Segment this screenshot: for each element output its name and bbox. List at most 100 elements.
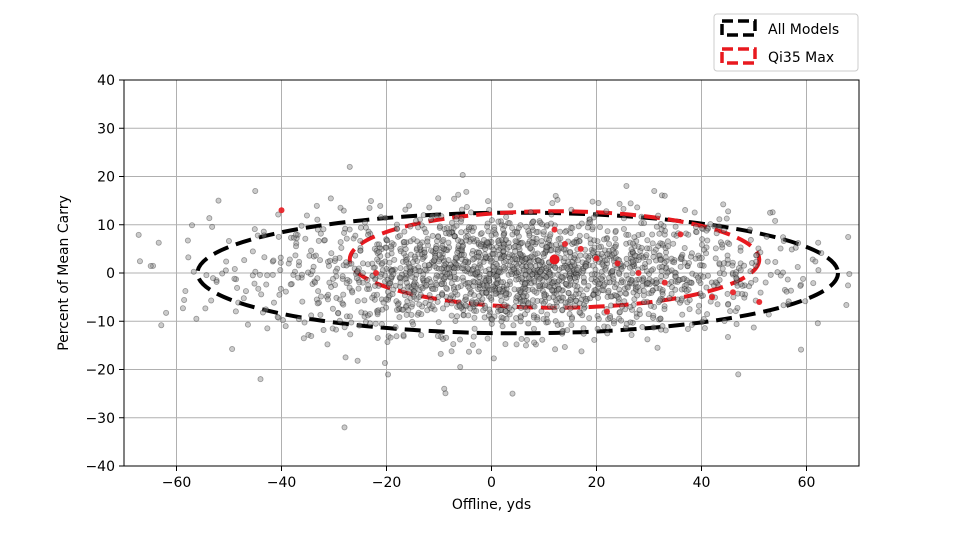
scatter-point	[365, 228, 372, 235]
scatter-point	[447, 273, 454, 280]
scatter-point	[604, 250, 611, 257]
scatter-point	[623, 240, 630, 247]
scatter-point	[623, 182, 630, 189]
scatter-point	[507, 258, 514, 265]
scatter-point	[517, 289, 524, 296]
scatter-point	[568, 322, 575, 329]
scatter-point	[668, 267, 675, 274]
scatter-point	[716, 223, 723, 230]
scatter-point	[576, 238, 583, 245]
scatter-point	[263, 281, 270, 288]
qi35-point	[577, 245, 584, 252]
scatter-point	[496, 265, 503, 272]
scatter-point	[681, 275, 688, 282]
scatter-point	[592, 266, 599, 273]
scatter-point	[413, 245, 420, 252]
scatter-point	[403, 272, 410, 279]
scatter-point	[451, 233, 458, 240]
scatter-point	[545, 239, 552, 246]
scatter-point	[379, 260, 386, 267]
scatter-point	[737, 244, 744, 251]
scatter-point	[454, 264, 461, 271]
scatter-point	[656, 297, 663, 304]
scatter-point	[617, 290, 624, 297]
scatter-point	[576, 238, 583, 245]
scatter-point	[569, 262, 576, 269]
scatter-point	[558, 297, 565, 304]
scatter-point	[655, 299, 662, 306]
scatter-point	[654, 344, 661, 351]
scatter-point	[341, 324, 348, 331]
scatter-point	[388, 273, 395, 280]
scatter-point	[530, 314, 537, 321]
scatter-point	[482, 255, 489, 262]
scatter-point	[585, 254, 592, 261]
scatter-point	[575, 264, 582, 271]
scatter-point	[607, 313, 614, 320]
scatter-point	[487, 258, 494, 265]
scatter-point	[462, 302, 469, 309]
scatter-point	[609, 293, 616, 300]
scatter-point	[393, 306, 400, 313]
scatter-point	[487, 271, 494, 278]
scatter-point	[397, 274, 404, 281]
scatter-point	[699, 236, 706, 243]
scatter-point	[549, 200, 556, 207]
scatter-point	[516, 250, 523, 257]
scatter-point	[374, 256, 381, 263]
scatter-point	[663, 264, 670, 271]
scatter-point	[582, 252, 589, 259]
scatter-point	[483, 290, 490, 297]
scatter-point	[475, 239, 482, 246]
scatter-point	[569, 225, 576, 232]
scatter-point	[697, 280, 704, 287]
scatter-point	[679, 251, 686, 258]
scatter-point	[394, 301, 401, 308]
scatter-point	[560, 246, 567, 253]
scatter-point	[815, 239, 822, 246]
scatter-point	[538, 308, 545, 315]
scatter-point	[520, 259, 527, 266]
scatter-point	[442, 390, 449, 397]
qi35-mean-point	[549, 254, 560, 265]
scatter-point	[312, 252, 319, 259]
scatter-point	[403, 311, 410, 318]
scatter-point	[454, 291, 461, 298]
scatter-point	[181, 296, 188, 303]
scatter-point	[599, 261, 606, 268]
scatter-point	[703, 284, 710, 291]
scatter-point	[519, 263, 526, 270]
scatter-point	[634, 204, 641, 211]
scatter-point	[287, 281, 294, 288]
scatter-point	[385, 296, 392, 303]
scatter-point	[517, 304, 524, 311]
scatter-point	[407, 264, 414, 271]
scatter-point	[357, 237, 364, 244]
scatter-point	[645, 290, 652, 297]
scatter-point	[767, 271, 774, 278]
scatter-point	[493, 273, 500, 280]
scatter-point	[687, 253, 694, 260]
qi35-point	[593, 255, 600, 262]
scatter-point	[498, 314, 505, 321]
scatter-point	[659, 263, 666, 270]
scatter-point	[547, 247, 554, 254]
scatter-point	[438, 280, 445, 287]
scatter-point	[506, 281, 513, 288]
scatter-point	[423, 277, 430, 284]
scatter-point	[471, 292, 478, 299]
scatter-point	[444, 271, 451, 278]
scatter-point	[521, 304, 528, 311]
scatter-point	[559, 287, 566, 294]
scatter-point	[401, 228, 408, 235]
scatter-point	[580, 325, 587, 332]
scatter-point	[684, 263, 691, 270]
scatter-point	[290, 234, 297, 241]
scatter-point	[418, 222, 425, 229]
scatter-point	[554, 282, 561, 289]
scatter-point	[480, 282, 487, 289]
scatter-point	[644, 280, 651, 287]
scatter-point	[504, 309, 511, 316]
scatter-point	[710, 282, 717, 289]
